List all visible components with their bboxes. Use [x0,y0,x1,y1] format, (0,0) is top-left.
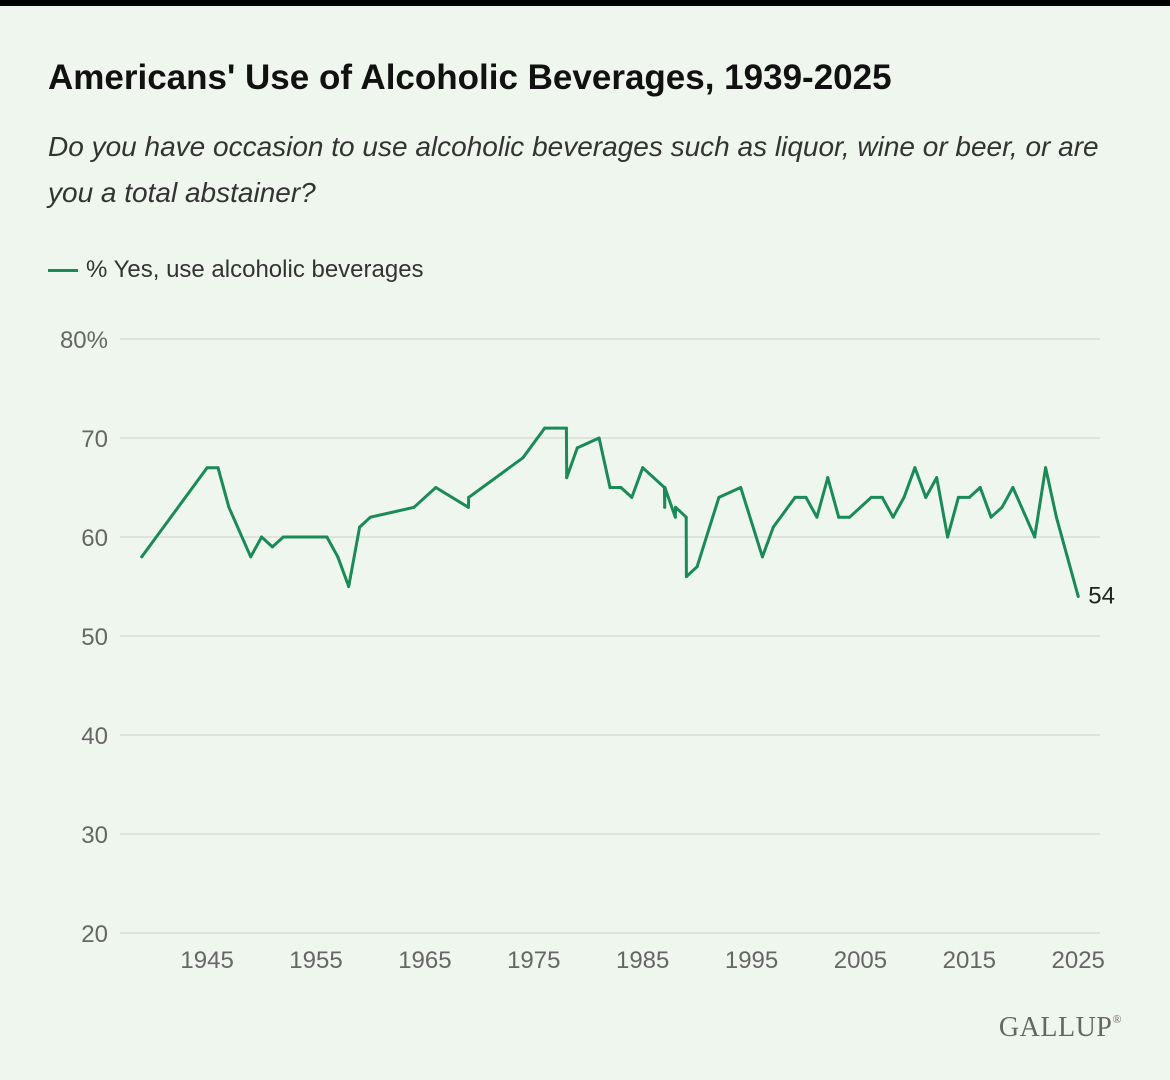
y-tick-label: 70 [81,426,108,453]
data-point [760,555,764,559]
legend-label: % Yes, use alcoholic beverages [86,256,424,283]
data-point [325,535,329,539]
data-point [673,515,677,519]
data-point [1011,486,1015,489]
data-point [249,555,253,559]
data-point [978,486,982,489]
gallup-logo-text: GALLUP [998,1012,1113,1043]
data-point [739,486,743,489]
legend-swatch [48,268,78,272]
x-tick-label: 1955 [289,947,342,974]
data-point [935,476,939,480]
x-tick-label: 1945 [180,947,233,974]
data-point [543,426,547,430]
data-point [793,495,797,499]
data-point [869,495,873,499]
data-point [205,466,209,470]
data-point [554,426,558,430]
data-point [608,486,612,489]
chart-subtitle: Do you have occasion to use alcoholic be… [48,131,1099,208]
x-tick-label: 1995 [725,947,778,974]
x-tick-label: 2015 [943,947,996,974]
data-point [826,476,830,480]
data-point [630,495,634,499]
data-point [336,555,340,559]
data-point [597,436,601,440]
data-point [913,466,917,470]
data-point [771,525,775,529]
series-line [140,426,1080,598]
legend: % Yes, use alcoholic beverages [48,256,424,284]
y-tick-label: 60 [81,525,108,552]
y-tick-label: 40 [81,723,108,750]
gallup-logo: GALLUP® [999,1012,1122,1044]
data-point [564,426,568,430]
x-tick-label: 1965 [398,947,451,974]
data-point [619,486,623,489]
x-tick-label: 2005 [834,947,887,974]
data-point [1054,515,1058,519]
data-point [946,535,950,539]
x-tick-label: 2025 [1052,947,1105,974]
x-tick-label: 1975 [507,947,560,974]
data-point [575,446,579,450]
data-point [902,495,906,499]
y-tick-label: 30 [81,822,108,849]
data-point [880,495,884,499]
data-point [1000,505,1004,509]
data-point [368,515,372,519]
data-point [140,555,144,559]
data-point [684,515,688,519]
y-tick-label: 20 [81,921,108,948]
data-point [815,515,819,519]
data-point [1033,535,1037,539]
data-point [837,515,841,519]
data-point [674,505,678,509]
data-point [641,466,645,470]
data-point [695,565,699,569]
data-point [270,545,274,549]
data-point [358,525,362,529]
data-point [412,505,416,509]
data-point [467,495,471,499]
data-point [565,476,569,480]
data-point [663,486,667,489]
data-point [848,515,852,519]
data-point [347,585,351,588]
data-point [1044,466,1048,470]
data-point [281,535,285,539]
line-chart: 80% 70 60 50 40 30 20 1945 1955 1965 1975 1985 1995 2… [60,327,1115,974]
end-value-label: 54 [1088,582,1115,609]
data-point [891,515,895,519]
data-point [434,486,438,489]
chart-card: Americans' Use of Alcoholic Beverages, 1… [0,6,1170,1080]
data-point [1076,594,1080,598]
x-tick-label: 1985 [616,947,669,974]
data-point [466,505,470,509]
data-point [804,495,808,499]
data-point [967,495,971,499]
data-point [260,535,264,539]
y-tick-label: 80% [60,327,108,354]
data-point [227,505,231,509]
data-point [956,495,960,499]
data-point [717,495,721,499]
data-point [989,515,993,519]
data-point [521,456,525,460]
data-point [924,495,928,499]
registered-mark: ® [1112,1012,1122,1026]
data-point [663,505,667,509]
data-point [684,575,688,579]
chart-title: Americans' Use of Alcoholic Beverages, 1… [48,58,892,97]
data-point [216,466,220,470]
y-tick-label: 50 [81,624,108,651]
